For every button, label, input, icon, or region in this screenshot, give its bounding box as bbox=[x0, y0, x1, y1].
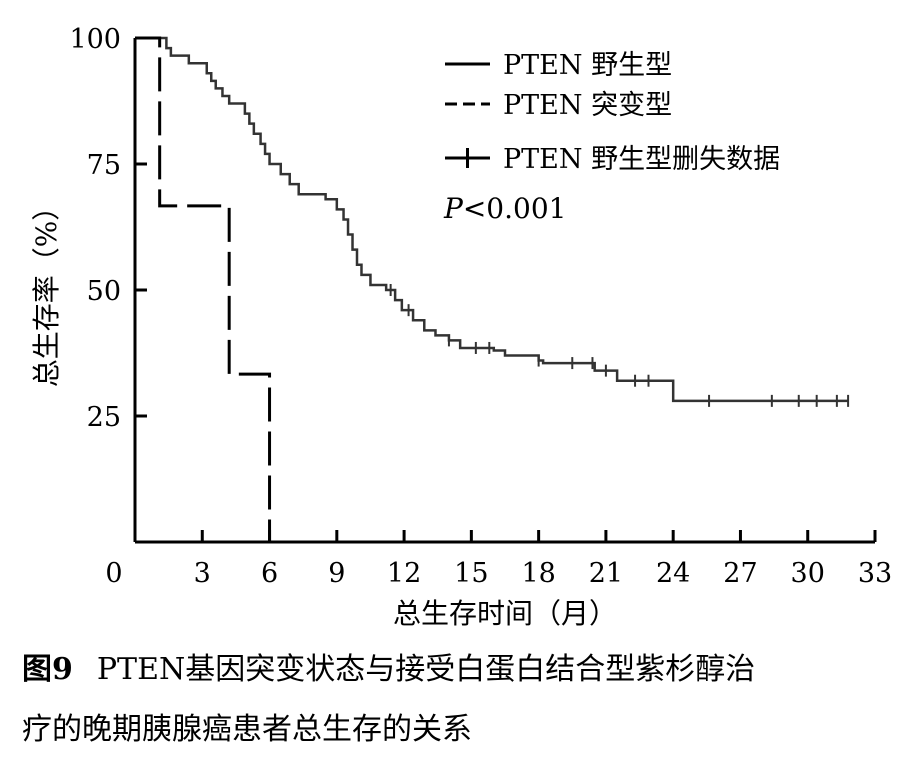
figure-caption: 图9 PTEN基因突变状态与接受白蛋白结合型紫杉醇治 疗的晚期胰腺癌患者总生存的关… bbox=[22, 640, 912, 760]
y-axis-title: 总生存率（%） bbox=[30, 193, 63, 388]
x-tick-label: 9 bbox=[328, 558, 345, 589]
legend-label: PTEN 野生型删失数据 bbox=[503, 144, 780, 175]
x-tick-label: 18 bbox=[521, 558, 555, 589]
y-tick-label: 100 bbox=[69, 24, 121, 55]
y-tick-label: 50 bbox=[87, 276, 121, 307]
x-tick-label: 30 bbox=[791, 558, 825, 589]
x-tick-label: 6 bbox=[261, 558, 278, 589]
x-tick-label: 3 bbox=[194, 558, 211, 589]
p-value-annotation: P<0.001 bbox=[443, 192, 566, 225]
x-tick-label: 21 bbox=[589, 558, 623, 589]
series-line-pten-mutant bbox=[135, 36, 272, 542]
series-line-pten-wild bbox=[135, 36, 849, 403]
legend-label: PTEN 野生型 bbox=[503, 50, 672, 81]
figure-caption-line2: 疗的晚期胰腺癌患者总生存的关系 bbox=[22, 712, 472, 747]
figure-caption-label: 图9 bbox=[22, 652, 73, 687]
kaplan-meier-chart: 0 3 6 9 12 15 18 21 24 27 30 33 25 50 75 100 总生存时间（月） 总生存… bbox=[30, 24, 892, 630]
p-value-text: <0.001 bbox=[463, 192, 567, 225]
x-tick-label: 15 bbox=[454, 558, 488, 589]
x-tick-label: 33 bbox=[858, 558, 892, 589]
p-value-symbol: P bbox=[443, 192, 464, 225]
x-tick-label: 0 bbox=[105, 558, 122, 589]
x-tick-label: 12 bbox=[387, 558, 421, 589]
y-tick-label: 25 bbox=[87, 402, 121, 433]
x-tick-label: 27 bbox=[723, 558, 757, 589]
x-axis-title: 总生存时间（月） bbox=[393, 597, 617, 630]
legend-label: PTEN 突变型 bbox=[503, 90, 672, 121]
y-tick-label: 75 bbox=[87, 150, 121, 181]
figure-caption-line1: PTEN基因突变状态与接受白蛋白结合型紫杉醇治 bbox=[96, 652, 756, 687]
x-tick-label: 24 bbox=[656, 558, 690, 589]
